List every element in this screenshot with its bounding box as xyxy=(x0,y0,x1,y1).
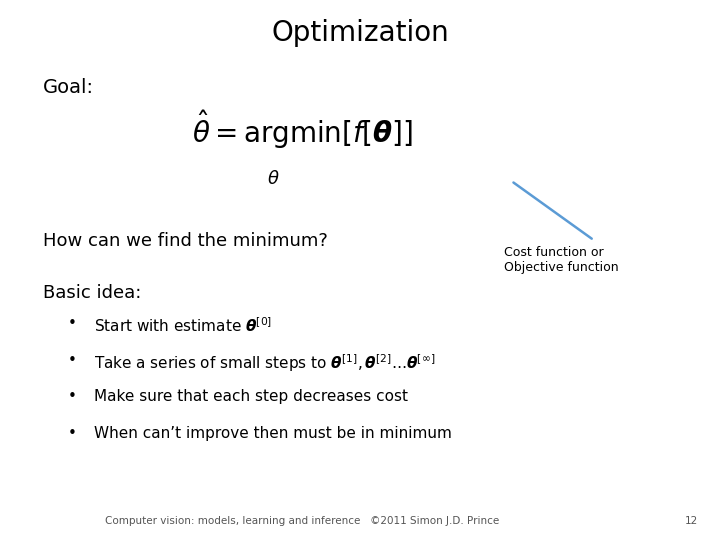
Text: Make sure that each step decreases cost: Make sure that each step decreases cost xyxy=(94,389,408,404)
Text: •: • xyxy=(68,426,76,441)
Text: $\theta$: $\theta$ xyxy=(267,170,280,188)
Text: •: • xyxy=(68,316,76,331)
Text: Start with estimate $\boldsymbol{\theta}^{[0]}$: Start with estimate $\boldsymbol{\theta}… xyxy=(94,316,271,335)
Text: Take a series of small steps to $\boldsymbol{\theta}^{[1]}, \boldsymbol{\theta}^: Take a series of small steps to $\boldsy… xyxy=(94,353,435,374)
Text: •: • xyxy=(68,353,76,368)
Text: Basic idea:: Basic idea: xyxy=(43,284,142,301)
Text: How can we find the minimum?: How can we find the minimum? xyxy=(43,232,328,250)
Text: When can’t improve then must be in minimum: When can’t improve then must be in minim… xyxy=(94,426,451,441)
Text: $\hat{\theta} = \mathrm{argmin}\left[f[\boldsymbol{\theta}]\right]$: $\hat{\theta} = \mathrm{argmin}\left[f[\… xyxy=(192,108,413,151)
Text: Goal:: Goal: xyxy=(43,78,94,97)
Text: Computer vision: models, learning and inference   ©2011 Simon J.D. Prince: Computer vision: models, learning and in… xyxy=(105,516,500,526)
Text: •: • xyxy=(68,389,76,404)
Text: Cost function or
Objective function: Cost function or Objective function xyxy=(504,246,618,274)
Text: 12: 12 xyxy=(685,516,698,526)
Text: Optimization: Optimization xyxy=(271,19,449,47)
